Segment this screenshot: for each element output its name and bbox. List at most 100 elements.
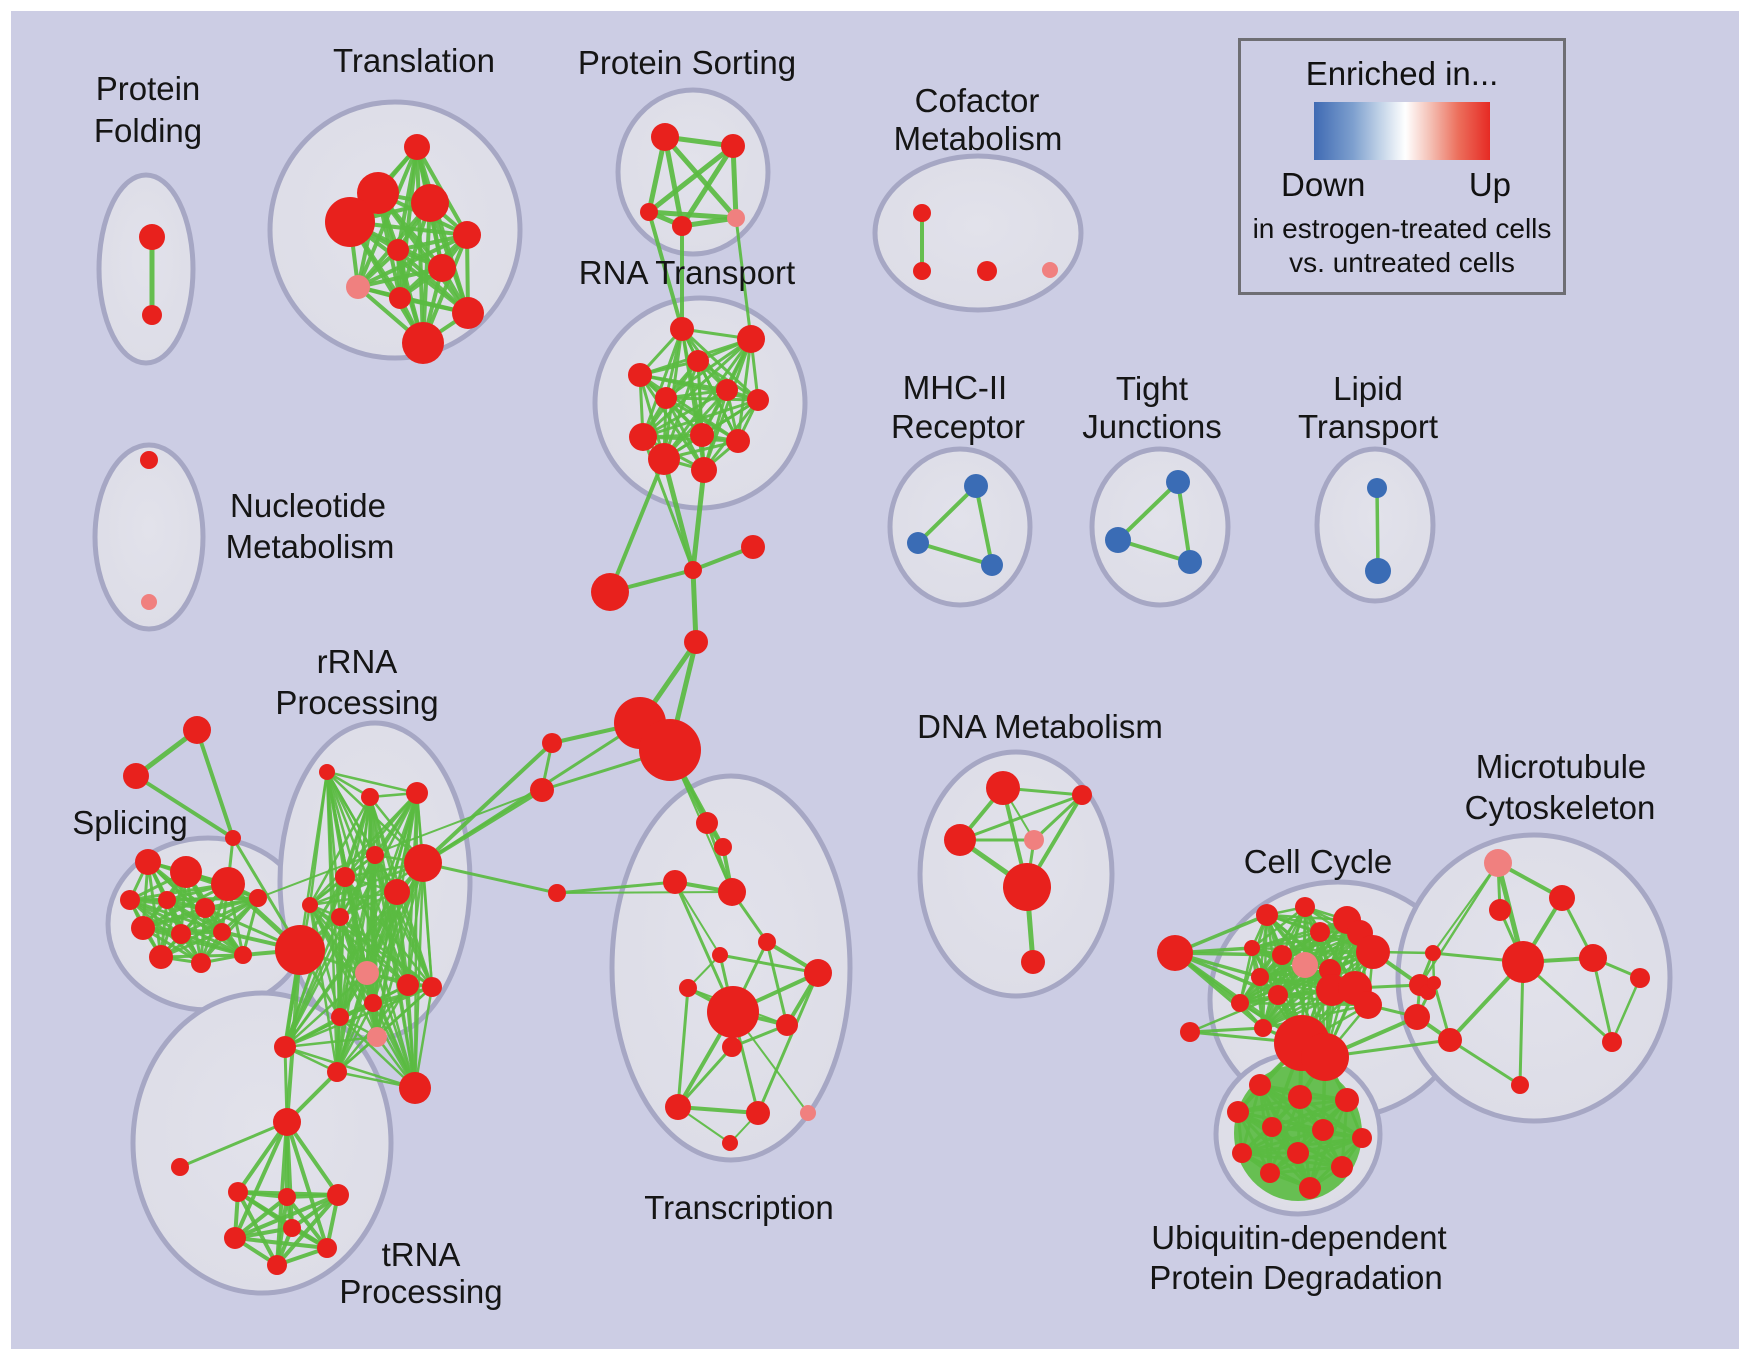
gene-set-node-protein_folding [142,305,162,325]
cluster-label-trna_processing: Processing [339,1273,502,1310]
cluster-label-transcription: Transcription [644,1189,834,1226]
gene-set-node-rrna_processing [274,1036,296,1058]
gene-set-node-protein_sorting [672,216,692,236]
gene-set-node-rrna_processing [404,844,442,882]
gene-set-node-cell_cycle [1354,991,1382,1019]
gene-set-node-protein_folding [139,224,165,250]
gene-set-node-rna_transport [670,317,694,341]
edge-trna_processing [236,1120,289,1194]
gene-set-node-transcription [718,878,746,906]
legend-subtitle: in estrogen-treated cells vs. untreated … [1241,212,1563,280]
link-edge-rna_transport-connectors [608,457,666,594]
gene-set-node-rna_transport [716,379,738,401]
edge-rna_transport [664,396,760,402]
edge-protein_sorting [662,134,739,221]
edge-rrna_processing [283,1001,375,1049]
cluster-label-nucleotide_metabolism: Metabolism [226,528,395,565]
link-edge-protein_sorting-rna_transport [647,210,684,331]
legend-box: Enriched in... Down Up in estrogen-treat… [1238,38,1566,295]
gene-set-node-rna_transport [629,423,657,451]
edge-cell_cycle [1238,946,1254,1005]
edge-trna_processing [285,1120,340,1197]
gene-set-node-dna_metabolism [1021,950,1045,974]
gene-set-node-translation [402,322,444,364]
gene-set-node-transcription [663,870,687,894]
edge-rrna_processing [335,861,425,1074]
gene-set-node-connectors [542,733,562,753]
edge-rrna_processing [365,971,417,1090]
edge-trna_processing [233,1120,289,1240]
gene-set-node-microtubule_cytoskeleton [1602,1032,1622,1052]
edge-tight_junctions [1116,480,1180,542]
gene-set-node-ubiquitin_degradation [1262,1117,1282,1137]
gene-set-node-rrna_processing [331,908,349,926]
cluster-ellipse-cofactor_metabolism [872,153,1084,313]
edge-rrna_processing [338,915,410,987]
layer-nodes [120,123,1650,1275]
cluster-label-lipid_transport: Lipid [1333,370,1403,407]
gene-set-node-protein_sorting [640,203,658,221]
edge-mhc_ii_receptor [916,484,978,545]
gene-set-node-cell_cycle [1231,994,1249,1012]
edge-rrna_processing [325,770,419,795]
gene-set-node-microtubule_cytoskeleton [1425,945,1441,961]
edge-protein_sorting [730,143,739,221]
cluster-label-rna_transport: RNA Transport [579,254,795,291]
edge-trna_processing [233,1195,289,1240]
gene-set-node-cofactor_metabolism [913,204,931,222]
gene-set-node-rrna_processing [331,1008,349,1026]
cluster-label-ubiquitin_degradation: Protein Degradation [1149,1259,1443,1296]
edge-rrna_processing [371,890,399,1005]
gene-set-node-rrna_processing [327,1062,347,1082]
gene-set-node-rrna_processing [366,846,384,864]
cluster-label-tight_junctions: Junctions [1082,408,1221,445]
gene-set-node-ubiquitin_degradation [1312,1119,1334,1141]
gene-set-node-splicing_outliers [123,763,149,789]
gene-set-node-trna_processing [228,1182,248,1202]
edge-protein_sorting [646,209,739,221]
gene-set-node-transcription [696,812,718,834]
gene-set-node-trna_processing [273,1108,301,1136]
edge-mhc_ii_receptor [974,484,994,567]
link-edge-connectors-transcription [556,891,733,894]
layer-labels: Protein Folding Translation Protein Sorting… [72,42,1655,1310]
gene-set-node-rrna_processing [399,1072,431,1104]
edge-trna_processing [233,1236,329,1250]
gene-set-node-transcription [722,1037,742,1057]
edge-tight_junctions [1176,480,1192,564]
cluster-ellipse-mhc_ii_receptor [887,446,1033,608]
link-edge-rna_transport-connectors [690,467,707,573]
gene-set-node-splicing_outliers [225,830,241,846]
edge-connectors [690,567,699,645]
edge-rrna_processing [421,861,434,989]
gene-set-node-rna_transport [648,443,680,475]
edge-rrna_processing [343,875,410,987]
gene-set-node-rrna_processing [397,974,419,996]
cluster-label-protein_folding: Folding [94,112,202,149]
edge-transcription [756,971,820,1115]
edge-rrna_processing [283,985,434,1049]
network-svg: Protein Folding Translation Protein Sorting… [72,42,1673,1310]
gene-set-node-ubiquitin_degradation [1299,1177,1321,1199]
gene-set-node-nucleotide_metabolism [141,594,157,610]
edge-ubiquitin_degradation [1268,1165,1344,1175]
gene-set-node-cell_cycle [1356,935,1390,969]
cluster-ellipse-protein_folding [96,172,196,366]
gene-set-node-cell_cycle [1272,945,1292,965]
gene-set-node-cell_cycle [1251,968,1269,986]
gene-set-node-rrna_processing [367,1027,387,1047]
gene-set-node-mhc_ii_receptor [907,532,929,554]
edge-rrna_processing [283,1045,417,1090]
gene-set-node-transcription [758,933,776,951]
cluster-label-microtubule_cytoskeleton: Cytoskeleton [1465,789,1656,826]
edge-microtubule_cytoskeleton [1591,956,1614,1044]
edge-cell_cycle [1250,946,1375,954]
gene-set-node-ubiquitin_degradation [1232,1143,1252,1163]
gene-set-node-microtubule_cytoskeleton [1630,968,1650,988]
gene-set-node-rrna_processing [319,764,335,780]
edge-rrna_processing [308,890,399,907]
cluster-label-protein_folding: Protein [96,70,201,107]
edge-cell_cycle [1261,1003,1370,1030]
edge-translation [356,266,444,289]
